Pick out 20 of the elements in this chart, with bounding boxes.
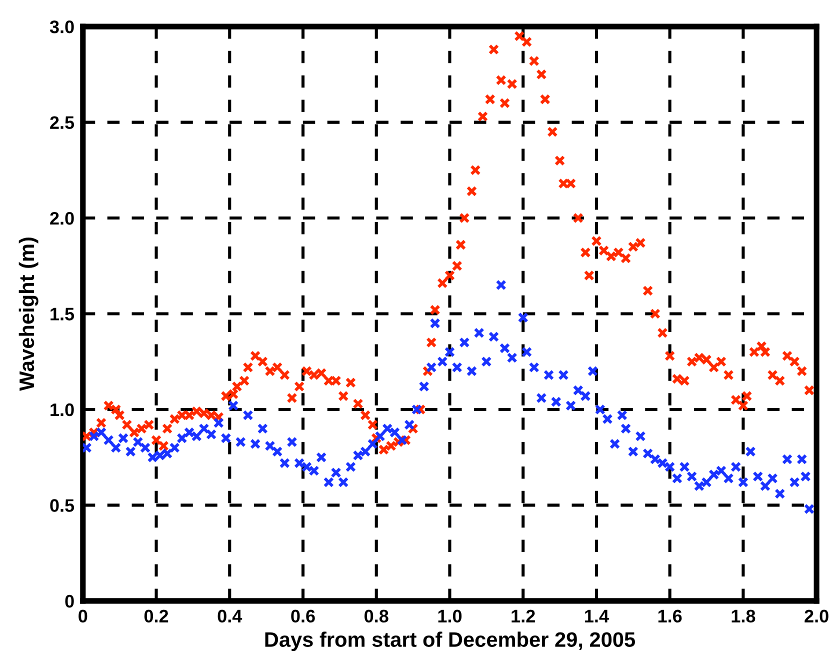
y-tick-label: 1.0 xyxy=(50,403,74,416)
x-tick-label: 1.6 xyxy=(658,610,682,623)
y-tick-label: 0.5 xyxy=(50,499,74,512)
x-axis-title: Days from start of December 29, 2005 xyxy=(265,632,636,652)
x-tick-label: 1.4 xyxy=(585,610,609,622)
y-tick-label: 1.5 xyxy=(50,308,74,320)
x-tick-label: 1.0 xyxy=(438,610,462,623)
x-tick-label: 0.4 xyxy=(218,610,242,623)
x-tick-label: 1.2 xyxy=(512,610,535,622)
y-tick-label: 0 xyxy=(65,594,74,608)
x-tick-label: 0.6 xyxy=(291,610,315,623)
y-axis-title: Waveheight (m) xyxy=(18,238,38,391)
y-tick-label: 2.5 xyxy=(50,116,74,130)
y-tick-label: 2.0 xyxy=(50,212,74,225)
x-tick-label: 2.0 xyxy=(804,610,828,623)
x-tick-label: 1.8 xyxy=(732,610,756,623)
y-tick-label: 3.0 xyxy=(50,20,74,34)
x-tick-label: 0.8 xyxy=(364,610,388,623)
x-tick-label: 0 xyxy=(78,610,88,623)
x-tick-label: 0.2 xyxy=(144,610,168,623)
